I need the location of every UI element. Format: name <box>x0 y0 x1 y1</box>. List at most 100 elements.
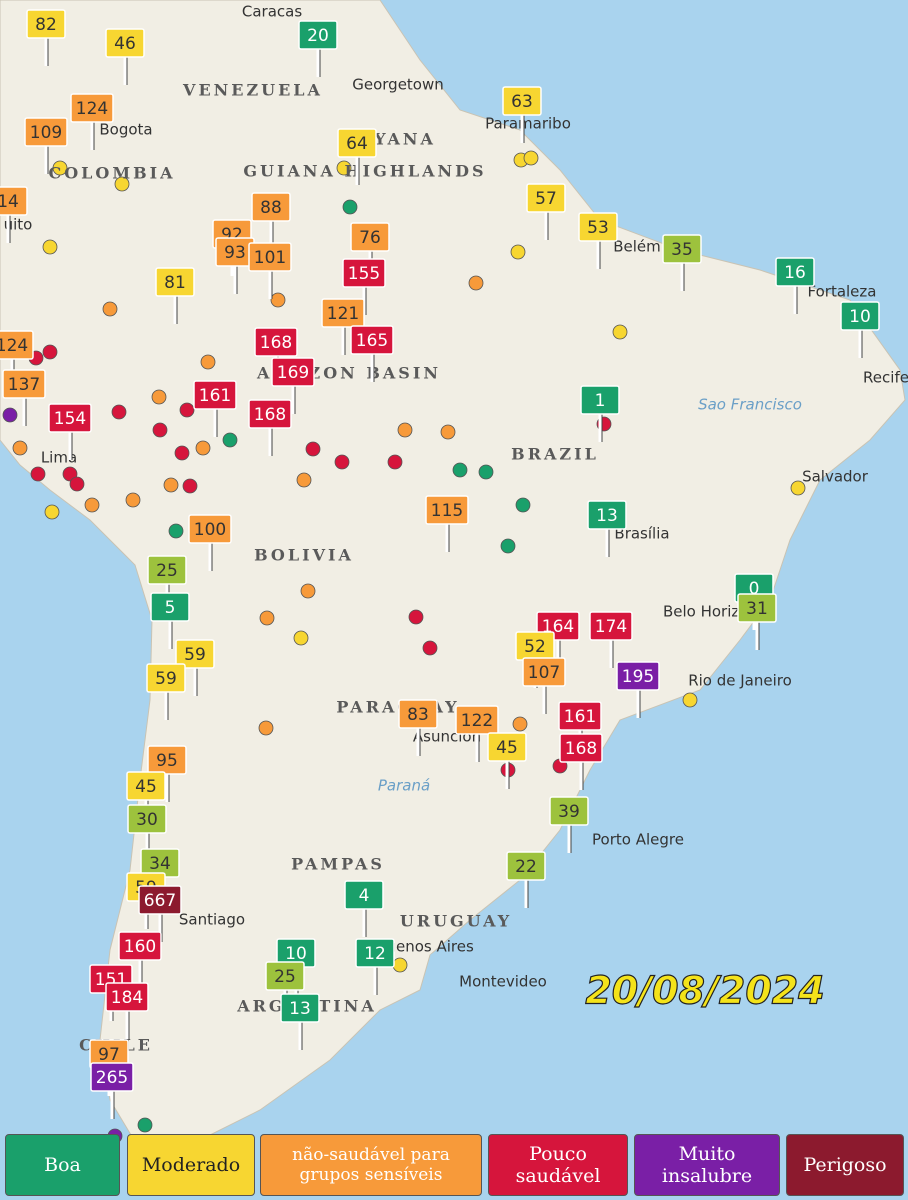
station-dot <box>510 244 526 260</box>
aqi-marker: 667 <box>138 885 182 942</box>
marker-value: 124 <box>0 336 28 356</box>
marker-value: 161 <box>199 386 231 406</box>
marker-flag <box>425 495 469 525</box>
region-label: GUIANA HIGHLANDS <box>243 162 486 181</box>
aqi-marker: 160 <box>118 931 162 988</box>
marker-value: 169 <box>277 363 309 383</box>
city-label: Porto Alegre <box>592 831 684 849</box>
station-dot <box>52 160 68 176</box>
marker-flag <box>248 399 292 429</box>
marker-flag <box>342 258 386 288</box>
marker-flag <box>558 701 602 731</box>
aqi-marker: 195 <box>616 661 660 718</box>
marker-value: 109 <box>30 123 62 143</box>
marker-value: 64 <box>346 134 368 154</box>
aqi-marker: 82 <box>26 9 66 66</box>
station-dot <box>44 504 60 520</box>
river-plate <box>430 930 520 975</box>
marker-flag <box>193 380 237 410</box>
legend-item: Boa <box>5 1134 120 1196</box>
station-dot <box>137 1117 153 1133</box>
marker-flag <box>254 327 298 357</box>
station-dot <box>523 150 539 166</box>
city-label: Georgetown <box>352 76 444 94</box>
marker-value: 161 <box>564 707 596 727</box>
marker-flag <box>578 212 618 242</box>
marker-flag <box>398 699 438 729</box>
station-dot <box>12 440 28 456</box>
station-dot <box>258 720 274 736</box>
marker-value: 30 <box>136 810 158 830</box>
aqi-marker: 13 <box>280 993 320 1050</box>
aqi-marker: 64 <box>337 128 377 185</box>
marker-value: 81 <box>164 273 186 293</box>
marker-flag <box>587 500 627 530</box>
station-dot <box>336 160 352 176</box>
aqi-marker: 124 <box>70 93 114 150</box>
legend-item: Muito insalubre <box>634 1134 780 1196</box>
marker-flag <box>775 257 815 287</box>
marker-flag <box>280 993 320 1023</box>
marker-value: 20 <box>307 26 329 46</box>
station-dot <box>152 422 168 438</box>
marker-flag <box>549 796 589 826</box>
region-label: YANA <box>373 130 436 149</box>
station-dot <box>114 176 130 192</box>
marker-flag <box>487 732 527 762</box>
region-label: COLOMBIA <box>49 164 176 183</box>
marker-flag <box>321 298 365 328</box>
station-dot <box>515 497 531 513</box>
city-label: uito <box>4 216 33 234</box>
aqi-marker: 161 <box>558 701 602 758</box>
marker-flag <box>355 938 395 968</box>
marker-flag <box>589 611 633 641</box>
city-label: Brasília <box>614 525 669 543</box>
city-label: Montevideo <box>459 973 547 991</box>
marker-value: 53 <box>587 218 609 238</box>
station-dot <box>163 477 179 493</box>
marker-value: 107 <box>528 663 560 683</box>
marker-value: 10 <box>285 944 307 964</box>
marker-flag <box>580 385 620 415</box>
marker-value: 160 <box>124 937 156 957</box>
aqi-marker: 101 <box>248 242 292 299</box>
marker-value: 46 <box>114 34 136 54</box>
aqi-marker: 35 <box>662 234 702 291</box>
marker-value: 76 <box>359 228 381 248</box>
aqi-marker: 63 <box>502 86 542 143</box>
region-label: PAMPAS <box>291 855 385 874</box>
marker-value: 63 <box>511 92 533 112</box>
marker-value: 59 <box>184 645 206 665</box>
legend: Boa Moderado não-saudável para grupos sens… <box>0 1134 908 1200</box>
marker-flag <box>90 1062 134 1092</box>
marker-flag <box>251 192 291 222</box>
aqi-marker: 81 <box>155 267 195 324</box>
marker-flag <box>146 663 186 693</box>
aqi-marker: 155 <box>342 258 386 315</box>
marker-flag <box>350 222 390 252</box>
city-label: Buenos Aires <box>376 938 474 956</box>
marker-flag <box>265 961 305 991</box>
aqi-marker: 115 <box>425 495 469 552</box>
city-label: Bogota <box>99 121 152 139</box>
station-dot <box>42 239 58 255</box>
marker-flag <box>147 555 187 585</box>
marker-value: 4 <box>359 886 370 906</box>
marker-value: 93 <box>224 243 246 263</box>
aqi-marker: 165 <box>350 325 394 382</box>
station-dot <box>200 354 216 370</box>
station-dot <box>102 301 118 317</box>
marker-flag <box>662 234 702 264</box>
marker-flag <box>188 514 232 544</box>
marker-value: 45 <box>496 738 518 758</box>
marker-value: 122 <box>461 711 493 731</box>
marker-flag <box>70 93 114 123</box>
aqi-marker: 161 <box>193 380 237 437</box>
legend-item: Pouco saudável <box>488 1134 628 1196</box>
marker-flag <box>48 403 92 433</box>
marker-flag <box>248 242 292 272</box>
marker-flag <box>118 931 162 961</box>
aqi-marker: 137 <box>2 369 46 426</box>
marker-value: 165 <box>356 331 388 351</box>
